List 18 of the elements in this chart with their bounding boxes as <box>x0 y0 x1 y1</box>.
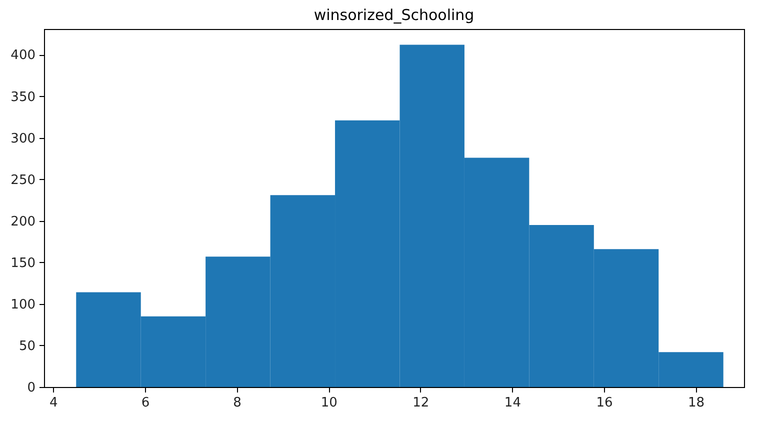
y-tick-label: 50 <box>18 338 36 354</box>
y-tick-label: 300 <box>10 131 36 146</box>
x-tick-label: 10 <box>320 396 338 410</box>
x-tick-label: 18 <box>688 396 705 410</box>
x-tick-label: 14 <box>504 396 521 410</box>
y-tick-label: 250 <box>10 172 36 188</box>
y-tick-label: 400 <box>10 48 36 64</box>
x-tick-label: 16 <box>596 396 613 410</box>
chart-title: winsorized_Schooling <box>314 6 474 24</box>
x-tick-label: 4 <box>50 396 58 410</box>
y-tick-label: 0 <box>27 380 36 396</box>
y-tick-label: 100 <box>10 297 36 312</box>
y-tick-label: 350 <box>10 90 36 105</box>
x-tick-label: 8 <box>233 396 242 410</box>
x-tick-label: 6 <box>141 396 150 410</box>
y-tick-label: 150 <box>10 256 36 271</box>
x-tick-label: 12 <box>412 396 430 410</box>
y-tick-label: 200 <box>10 214 36 230</box>
